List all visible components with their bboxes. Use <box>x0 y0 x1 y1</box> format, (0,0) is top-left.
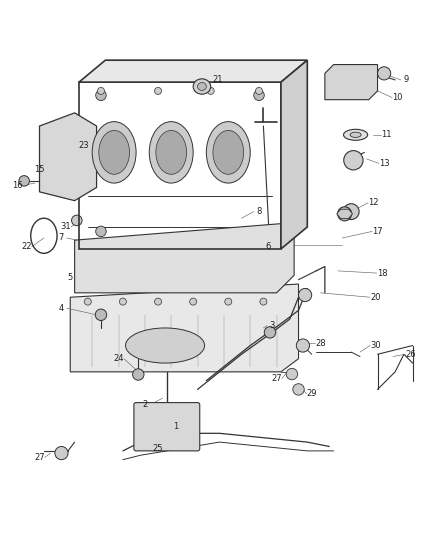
Circle shape <box>343 204 358 220</box>
Ellipse shape <box>125 328 204 363</box>
Circle shape <box>224 298 231 305</box>
Circle shape <box>53 139 83 170</box>
Polygon shape <box>39 113 96 200</box>
Ellipse shape <box>99 131 129 174</box>
Ellipse shape <box>155 131 186 174</box>
FancyBboxPatch shape <box>134 402 199 451</box>
Text: 20: 20 <box>369 293 380 302</box>
Text: 4: 4 <box>59 304 64 313</box>
Ellipse shape <box>212 131 243 174</box>
Text: 30: 30 <box>369 341 380 350</box>
Circle shape <box>164 440 169 445</box>
Circle shape <box>189 298 196 305</box>
Circle shape <box>47 125 58 136</box>
Text: 5: 5 <box>67 273 73 282</box>
Ellipse shape <box>193 79 210 94</box>
Ellipse shape <box>343 130 367 140</box>
Text: 12: 12 <box>367 198 378 207</box>
Text: 29: 29 <box>306 389 316 398</box>
Circle shape <box>161 437 172 447</box>
Text: 26: 26 <box>404 350 415 359</box>
Text: 24: 24 <box>113 354 124 363</box>
Circle shape <box>255 87 262 94</box>
Circle shape <box>55 447 68 459</box>
Text: 27: 27 <box>34 453 45 462</box>
Circle shape <box>95 309 106 320</box>
Circle shape <box>19 176 29 186</box>
Polygon shape <box>280 60 307 249</box>
Circle shape <box>298 288 311 302</box>
Text: 17: 17 <box>371 227 382 236</box>
Circle shape <box>132 369 144 380</box>
Circle shape <box>95 90 106 101</box>
Text: 23: 23 <box>78 141 88 150</box>
Text: 16: 16 <box>12 181 23 190</box>
Circle shape <box>71 215 82 225</box>
Ellipse shape <box>92 122 136 183</box>
Text: 21: 21 <box>212 76 222 84</box>
Circle shape <box>207 87 214 94</box>
Text: 8: 8 <box>256 207 261 216</box>
Ellipse shape <box>206 122 250 183</box>
Circle shape <box>154 298 161 305</box>
Ellipse shape <box>149 122 193 183</box>
Circle shape <box>292 384 304 395</box>
Ellipse shape <box>197 83 206 91</box>
Circle shape <box>264 327 275 338</box>
Text: 11: 11 <box>380 130 391 139</box>
Text: 6: 6 <box>265 242 270 251</box>
Circle shape <box>377 67 390 80</box>
Text: 13: 13 <box>378 159 389 168</box>
Text: 22: 22 <box>21 242 32 251</box>
Circle shape <box>78 178 88 188</box>
Text: 18: 18 <box>376 269 386 278</box>
Ellipse shape <box>350 132 360 138</box>
Text: 15: 15 <box>34 165 45 174</box>
Circle shape <box>119 298 126 305</box>
Circle shape <box>259 298 266 305</box>
Circle shape <box>286 368 297 379</box>
Text: 28: 28 <box>314 339 325 348</box>
Text: 27: 27 <box>271 374 281 383</box>
Text: 3: 3 <box>269 321 274 330</box>
Text: 10: 10 <box>391 93 402 102</box>
Text: 7: 7 <box>59 233 64 243</box>
Polygon shape <box>79 60 307 82</box>
Polygon shape <box>74 223 293 293</box>
Circle shape <box>95 226 106 237</box>
Circle shape <box>337 207 351 221</box>
Circle shape <box>47 178 58 188</box>
Polygon shape <box>324 64 377 100</box>
Text: 31: 31 <box>60 222 71 231</box>
Circle shape <box>343 151 362 170</box>
Circle shape <box>84 298 91 305</box>
Circle shape <box>158 418 175 435</box>
Circle shape <box>296 339 309 352</box>
Circle shape <box>253 90 264 101</box>
Circle shape <box>253 226 264 237</box>
Circle shape <box>154 87 161 94</box>
Text: 25: 25 <box>152 444 163 453</box>
Circle shape <box>97 87 104 94</box>
Polygon shape <box>336 209 352 219</box>
Text: 1: 1 <box>173 422 178 431</box>
Polygon shape <box>70 284 298 372</box>
Text: 2: 2 <box>142 400 147 409</box>
Text: 9: 9 <box>403 76 408 84</box>
Circle shape <box>78 125 88 136</box>
